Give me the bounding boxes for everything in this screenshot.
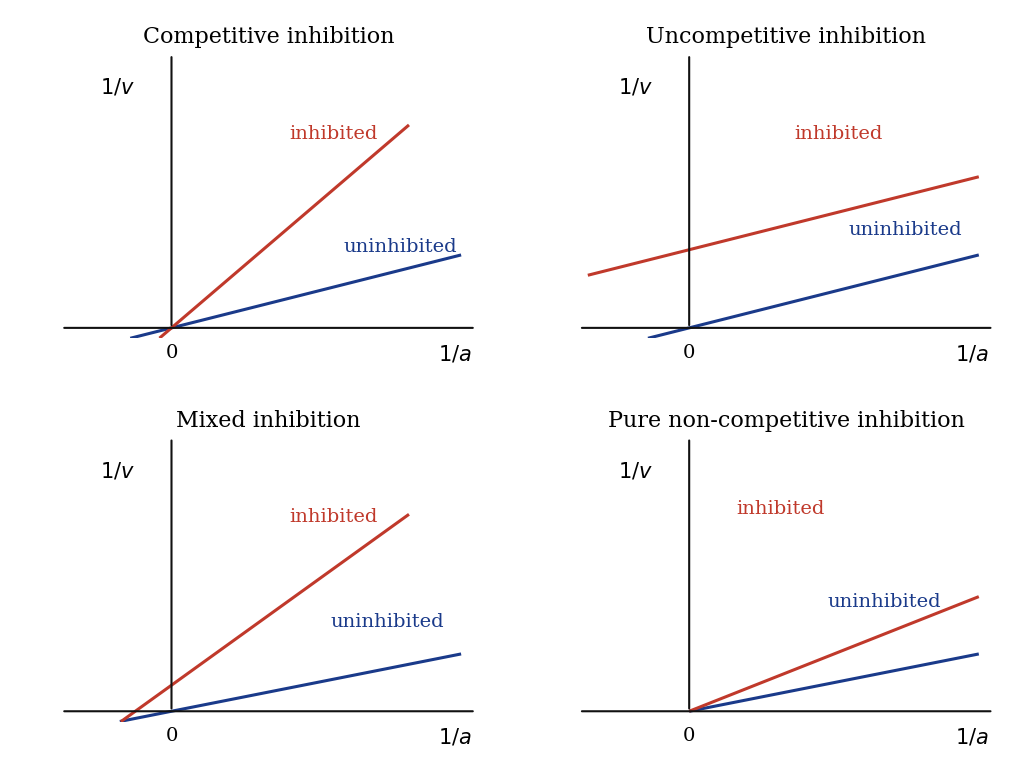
Text: $1/v$: $1/v$	[100, 460, 135, 481]
Title: Uncompetitive inhibition: Uncompetitive inhibition	[646, 26, 926, 48]
Text: $1/a$: $1/a$	[955, 727, 989, 748]
Text: uninhibited: uninhibited	[331, 613, 444, 632]
Text: 0: 0	[683, 727, 695, 745]
Text: uninhibited: uninhibited	[827, 594, 941, 611]
Text: uninhibited: uninhibited	[343, 238, 457, 256]
Text: uninhibited: uninhibited	[848, 221, 962, 239]
Text: 0: 0	[683, 344, 695, 362]
Text: $1/v$: $1/v$	[617, 460, 653, 481]
Text: $1/a$: $1/a$	[955, 344, 989, 365]
Title: Pure non-competitive inhibition: Pure non-competitive inhibition	[608, 410, 965, 431]
Title: Competitive inhibition: Competitive inhibition	[142, 26, 394, 48]
Text: inhibited: inhibited	[289, 508, 378, 526]
Text: inhibited: inhibited	[795, 125, 883, 143]
Text: $1/v$: $1/v$	[617, 77, 653, 98]
Text: $1/a$: $1/a$	[437, 344, 471, 365]
Text: inhibited: inhibited	[736, 500, 825, 518]
Text: 0: 0	[165, 344, 178, 362]
Title: Mixed inhibition: Mixed inhibition	[176, 410, 360, 431]
Text: $1/a$: $1/a$	[437, 727, 471, 748]
Text: inhibited: inhibited	[289, 125, 378, 143]
Text: $1/v$: $1/v$	[100, 77, 135, 98]
Text: 0: 0	[165, 727, 178, 745]
